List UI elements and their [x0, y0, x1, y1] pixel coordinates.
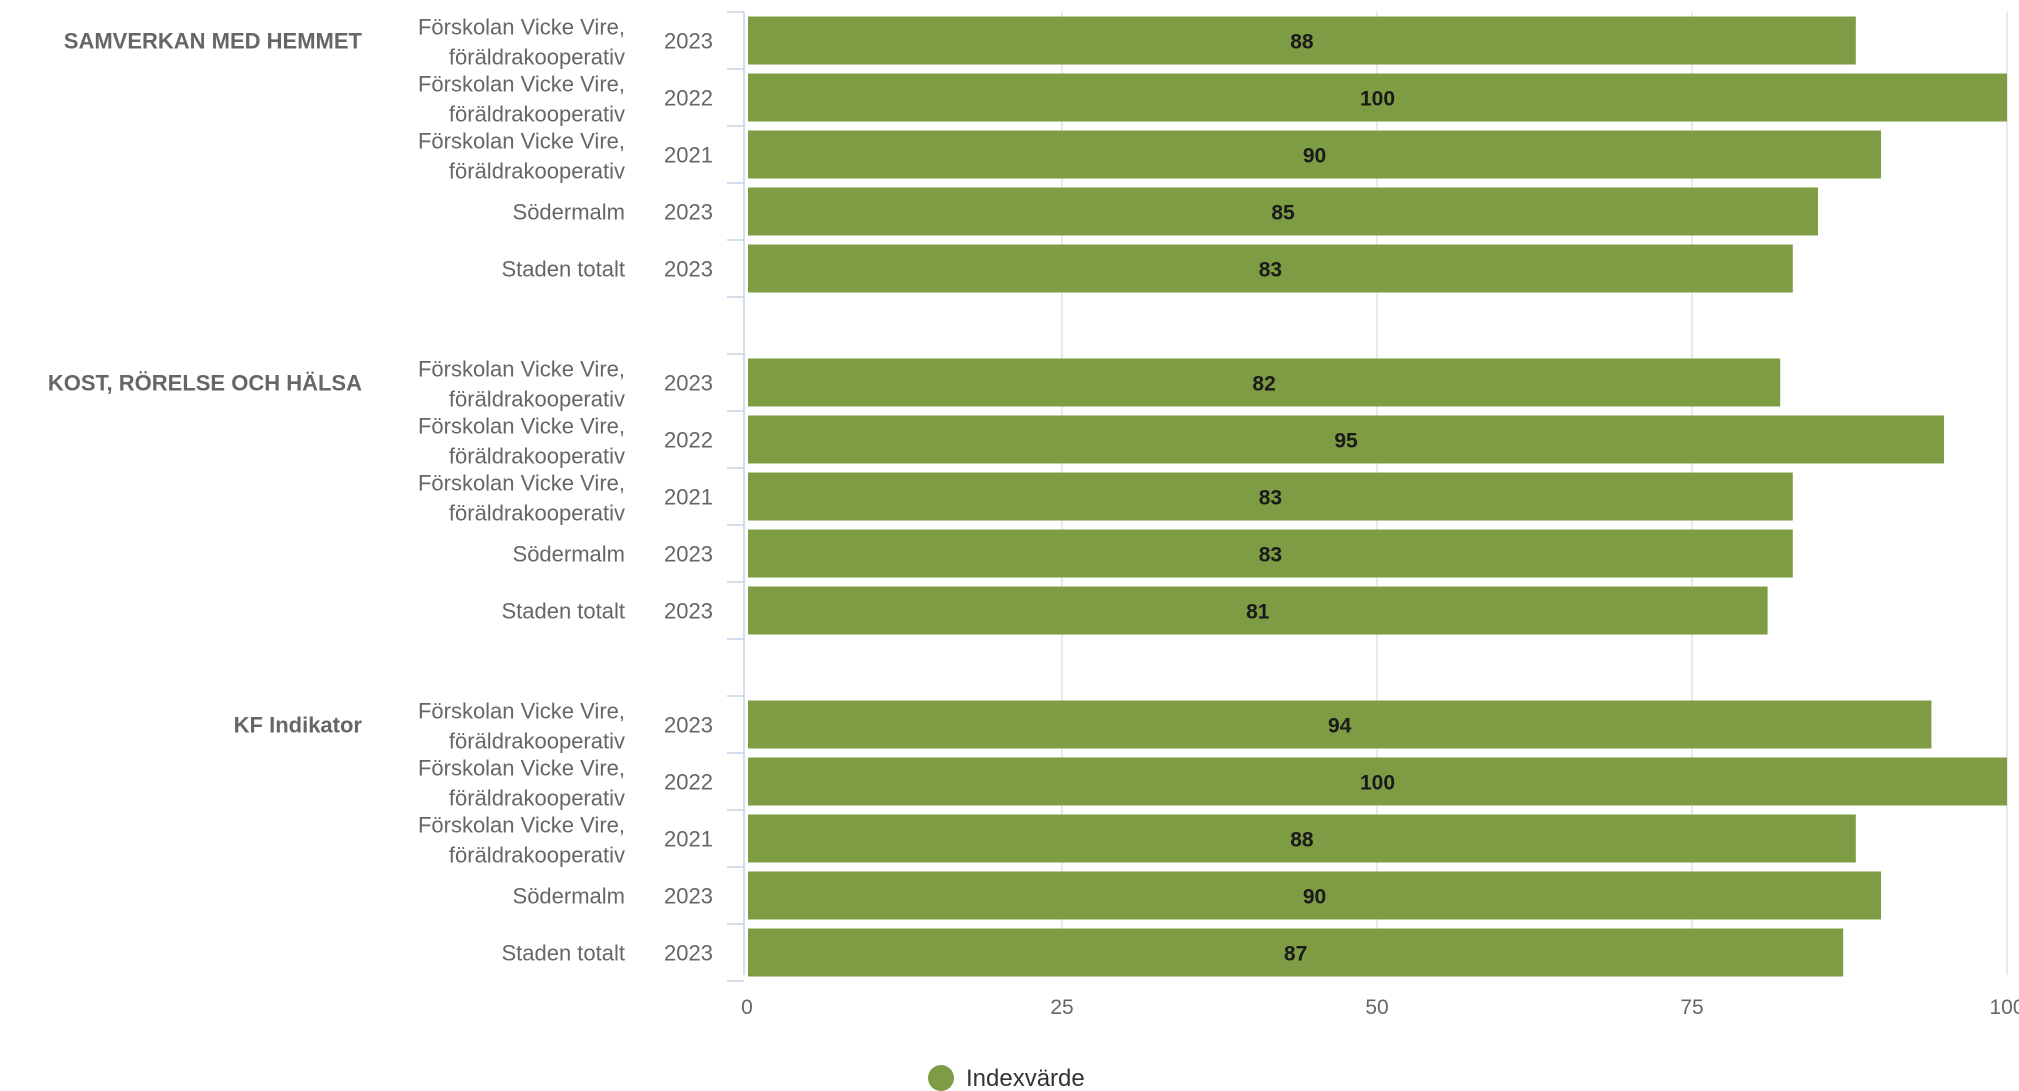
year-label: 2022 — [664, 86, 713, 111]
bar — [748, 358, 1781, 407]
bar-value-label: 83 — [1259, 487, 1282, 510]
category-label: föräldrakooperativ — [449, 786, 625, 811]
category-label: föräldrakooperativ — [449, 843, 625, 868]
category-label: föräldrakooperativ — [449, 45, 625, 70]
bar-value-label: 88 — [1290, 829, 1314, 852]
category-label: Förskolan Vicke Vire, — [418, 699, 625, 724]
year-label: 2021 — [664, 143, 713, 168]
bar — [748, 244, 1793, 293]
bar-value-label: 100 — [1360, 772, 1395, 795]
bar — [748, 757, 2007, 806]
legend-marker — [928, 1065, 954, 1091]
bar — [748, 16, 1856, 65]
category-label: Södermalm — [513, 200, 625, 225]
category-label: föräldrakooperativ — [449, 444, 625, 469]
bar-value-label: 88 — [1290, 31, 1314, 54]
bar-value-label: 85 — [1271, 202, 1295, 225]
bar — [748, 472, 1793, 521]
category-label: Förskolan Vicke Vire, — [418, 414, 625, 439]
year-label: 2022 — [664, 428, 713, 453]
bar-value-label: 90 — [1303, 145, 1326, 168]
year-label: 2021 — [664, 485, 713, 510]
x-tick-label: 100 — [1989, 996, 2019, 1019]
category-label: Förskolan Vicke Vire, — [418, 15, 625, 40]
year-label: 2023 — [664, 599, 713, 624]
year-label: 2023 — [664, 713, 713, 738]
category-label: Förskolan Vicke Vire, — [418, 129, 625, 154]
category-label: föräldrakooperativ — [449, 387, 625, 412]
year-label: 2023 — [664, 542, 713, 567]
bar — [748, 700, 1932, 749]
group-label: KOST, RÖRELSE OCH HÄLSA — [48, 371, 362, 396]
category-label: föräldrakooperativ — [449, 501, 625, 526]
x-tick-label: 50 — [1365, 996, 1388, 1019]
bar — [748, 187, 1818, 236]
bar-value-label: 81 — [1246, 601, 1270, 624]
category-label: Förskolan Vicke Vire, — [418, 357, 625, 382]
category-label: Södermalm — [513, 884, 625, 909]
category-label: Förskolan Vicke Vire, — [418, 813, 625, 838]
category-label: Staden totalt — [501, 257, 625, 282]
category-label: Förskolan Vicke Vire, — [418, 471, 625, 496]
year-label: 2023 — [664, 29, 713, 54]
category-label: föräldrakooperativ — [449, 729, 625, 754]
category-label: Förskolan Vicke Vire, — [418, 72, 625, 97]
group-label: KF Indikator — [234, 713, 363, 738]
category-label: Södermalm — [513, 542, 625, 567]
bar-value-label: 83 — [1259, 259, 1282, 282]
year-label: 2021 — [664, 827, 713, 852]
bar — [748, 586, 1768, 635]
year-label: 2023 — [664, 200, 713, 225]
bar-value-label: 90 — [1303, 886, 1326, 909]
legend-label: Indexvärde — [966, 1065, 1085, 1091]
x-tick-label: 25 — [1050, 996, 1073, 1019]
bar — [748, 814, 1856, 863]
year-label: 2023 — [664, 941, 713, 966]
bar — [748, 928, 1844, 977]
x-tick-label: 75 — [1680, 996, 1703, 1019]
bar — [748, 529, 1793, 578]
bar-value-label: 87 — [1284, 943, 1307, 966]
year-label: 2023 — [664, 884, 713, 909]
bar — [748, 871, 1881, 920]
category-label: föräldrakooperativ — [449, 102, 625, 127]
group-label: SAMVERKAN MED HEMMET — [64, 29, 363, 54]
category-label: föräldrakooperativ — [449, 159, 625, 184]
year-label: 2023 — [664, 257, 713, 282]
year-label: 2023 — [664, 371, 713, 396]
bar-value-label: 83 — [1259, 544, 1282, 567]
bar — [748, 415, 1944, 464]
bar-value-label: 95 — [1334, 430, 1358, 453]
bar — [748, 130, 1881, 179]
category-label: Staden totalt — [501, 941, 625, 966]
bar-value-label: 100 — [1360, 88, 1395, 111]
category-label: Staden totalt — [501, 599, 625, 624]
bar — [748, 73, 2007, 122]
category-label: Förskolan Vicke Vire, — [418, 756, 625, 781]
bar-value-label: 82 — [1252, 373, 1275, 396]
year-label: 2022 — [664, 770, 713, 795]
bar-value-label: 94 — [1328, 715, 1352, 738]
x-tick-label: 0 — [741, 996, 753, 1019]
